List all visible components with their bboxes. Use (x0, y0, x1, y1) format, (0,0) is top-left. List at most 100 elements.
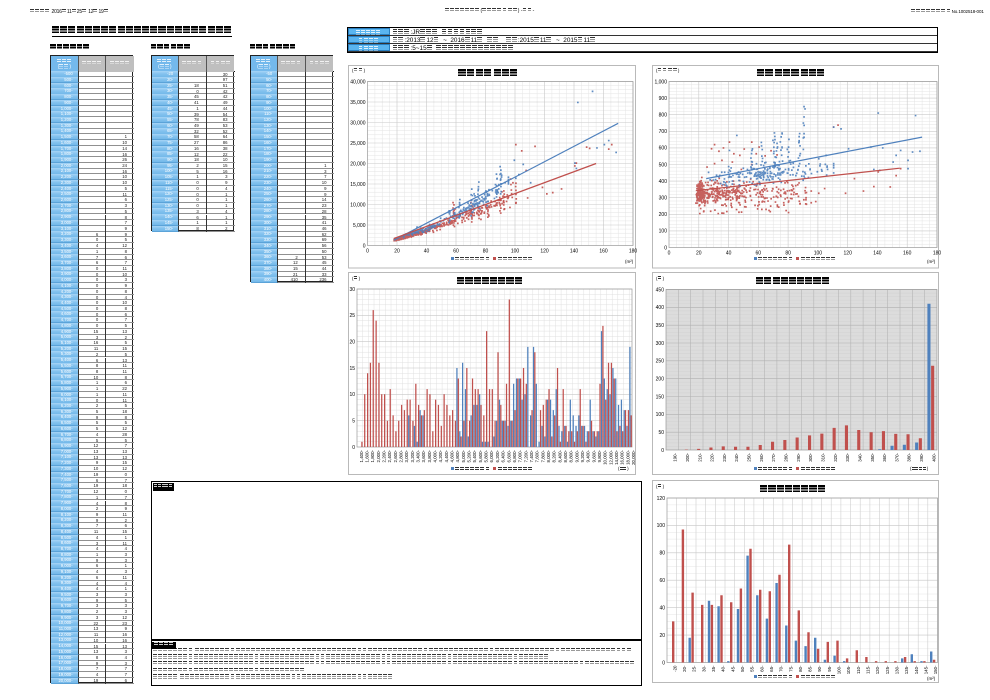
svg-text:1,800-: 1,800- (370, 449, 375, 462)
svg-text:310-: 310- (821, 452, 826, 461)
svg-text:25: 25 (349, 313, 355, 319)
svg-text:250: 250 (656, 359, 665, 365)
svg-text:20,000: 20,000 (350, 161, 366, 167)
svg-text:4,400-: 4,400- (444, 449, 449, 462)
svg-text:8,400-: 8,400- (557, 449, 562, 462)
svg-text:40: 40 (424, 248, 430, 254)
svg-text:145-: 145- (924, 665, 929, 674)
svg-text:100: 100 (659, 228, 668, 234)
svg-text:85-: 85- (808, 665, 813, 672)
svg-text:3,400-: 3,400- (416, 449, 421, 462)
svg-text:260-: 260- (759, 452, 764, 461)
svg-text:80: 80 (483, 248, 489, 254)
svg-text:90-: 90- (817, 665, 822, 672)
svg-text:0: 0 (664, 245, 667, 251)
svg-text:280-: 280- (784, 452, 789, 461)
svg-text:200: 200 (656, 377, 665, 383)
svg-text:80: 80 (785, 250, 791, 256)
svg-text:800: 800 (659, 112, 668, 118)
svg-text:10,000: 10,000 (350, 202, 366, 208)
svg-text:330-: 330- (845, 452, 850, 461)
svg-text:6,800-: 6,800- (512, 449, 517, 462)
svg-text:115-: 115- (866, 665, 871, 674)
svg-text:3,000-: 3,000- (404, 449, 409, 462)
svg-text:80: 80 (659, 551, 665, 557)
svg-text:7,400-: 7,400- (529, 449, 534, 462)
svg-text:3,800-: 3,800- (427, 449, 432, 462)
svg-text:2,200-: 2,200- (382, 449, 387, 462)
svg-text:100: 100 (511, 248, 520, 254)
svg-text:6,000-: 6,000- (489, 449, 494, 462)
svg-text:350: 350 (656, 323, 665, 329)
svg-text:120: 120 (657, 496, 666, 502)
svg-text:230-: 230- (722, 452, 727, 461)
svg-text:120-: 120- (875, 665, 880, 674)
svg-text:9,000-: 9,000- (574, 449, 579, 462)
svg-text:1,600-: 1,600- (365, 449, 370, 462)
svg-text:140-: 140- (914, 665, 919, 674)
svg-text:600: 600 (659, 145, 668, 151)
svg-text:2,000-: 2,000- (376, 449, 381, 462)
svg-text:-20: -20 (672, 665, 677, 672)
svg-text:20: 20 (696, 250, 702, 256)
svg-text:0: 0 (662, 660, 665, 666)
svg-text:5,200-: 5,200- (467, 449, 472, 462)
svg-text:290-: 290- (796, 452, 801, 461)
svg-text:30,000: 30,000 (350, 120, 366, 126)
svg-text:2,600-: 2,600- (393, 449, 398, 462)
svg-text:7,600-: 7,600- (535, 449, 540, 462)
svg-text:30-: 30- (701, 665, 706, 672)
svg-text:12,000-: 12,000- (608, 449, 613, 464)
svg-text:7,800-: 7,800- (540, 449, 545, 462)
svg-text:270-: 270- (771, 452, 776, 461)
svg-text:40,000: 40,000 (350, 79, 366, 85)
svg-text:60: 60 (659, 578, 665, 584)
svg-text:6,600-: 6,600- (506, 449, 511, 462)
svg-text:6,400-: 6,400- (501, 449, 506, 462)
svg-text:40: 40 (659, 606, 665, 612)
svg-text:160: 160 (903, 250, 912, 256)
svg-text:5,600-: 5,600- (478, 449, 483, 462)
svg-text:40: 40 (726, 250, 732, 256)
svg-text:10: 10 (349, 392, 355, 398)
svg-text:7,200-: 7,200- (523, 449, 528, 462)
svg-text:300: 300 (659, 195, 668, 201)
svg-text:40-: 40- (721, 665, 726, 672)
svg-text:400-: 400- (931, 452, 936, 461)
svg-text:0: 0 (668, 250, 671, 256)
svg-text:0: 0 (363, 243, 366, 249)
svg-text:350-: 350- (870, 452, 875, 461)
svg-text:95-: 95- (827, 665, 832, 672)
svg-text:0: 0 (352, 445, 355, 451)
svg-text:5,400-: 5,400- (472, 449, 477, 462)
svg-text:10,000-: 10,000- (603, 449, 608, 464)
svg-text:20,000-: 20,000- (631, 449, 636, 464)
svg-text:8,800-: 8,800- (569, 449, 574, 462)
svg-text:70-: 70- (779, 665, 784, 672)
svg-text:2,800-: 2,800- (399, 449, 404, 462)
svg-text:300-: 300- (808, 452, 813, 461)
svg-text:210-: 210- (697, 452, 702, 461)
svg-text:45-: 45- (730, 665, 735, 672)
svg-text:250-: 250- (747, 452, 752, 461)
svg-text:135-: 135- (904, 665, 909, 674)
svg-text:30: 30 (349, 287, 355, 293)
svg-text:60-: 60- (759, 665, 764, 672)
svg-text:120: 120 (540, 248, 549, 254)
svg-text:25,000: 25,000 (350, 140, 366, 146)
svg-text:900: 900 (659, 95, 668, 101)
svg-text:140: 140 (873, 250, 882, 256)
svg-text:35,000: 35,000 (350, 99, 366, 105)
svg-text:125-: 125- (885, 665, 890, 674)
svg-text:1,400-: 1,400- (359, 449, 364, 462)
svg-text:3,200-: 3,200- (410, 449, 415, 462)
svg-text:100: 100 (656, 412, 665, 418)
svg-text:20: 20 (349, 340, 355, 346)
svg-text:3,600-: 3,600- (421, 449, 426, 462)
svg-text:700: 700 (659, 129, 668, 135)
svg-text:5,000-: 5,000- (461, 449, 466, 462)
svg-text:300: 300 (656, 341, 665, 347)
svg-text:0: 0 (661, 448, 664, 454)
svg-text:18,000-: 18,000- (625, 449, 630, 464)
svg-text:8,000-: 8,000- (546, 449, 551, 462)
